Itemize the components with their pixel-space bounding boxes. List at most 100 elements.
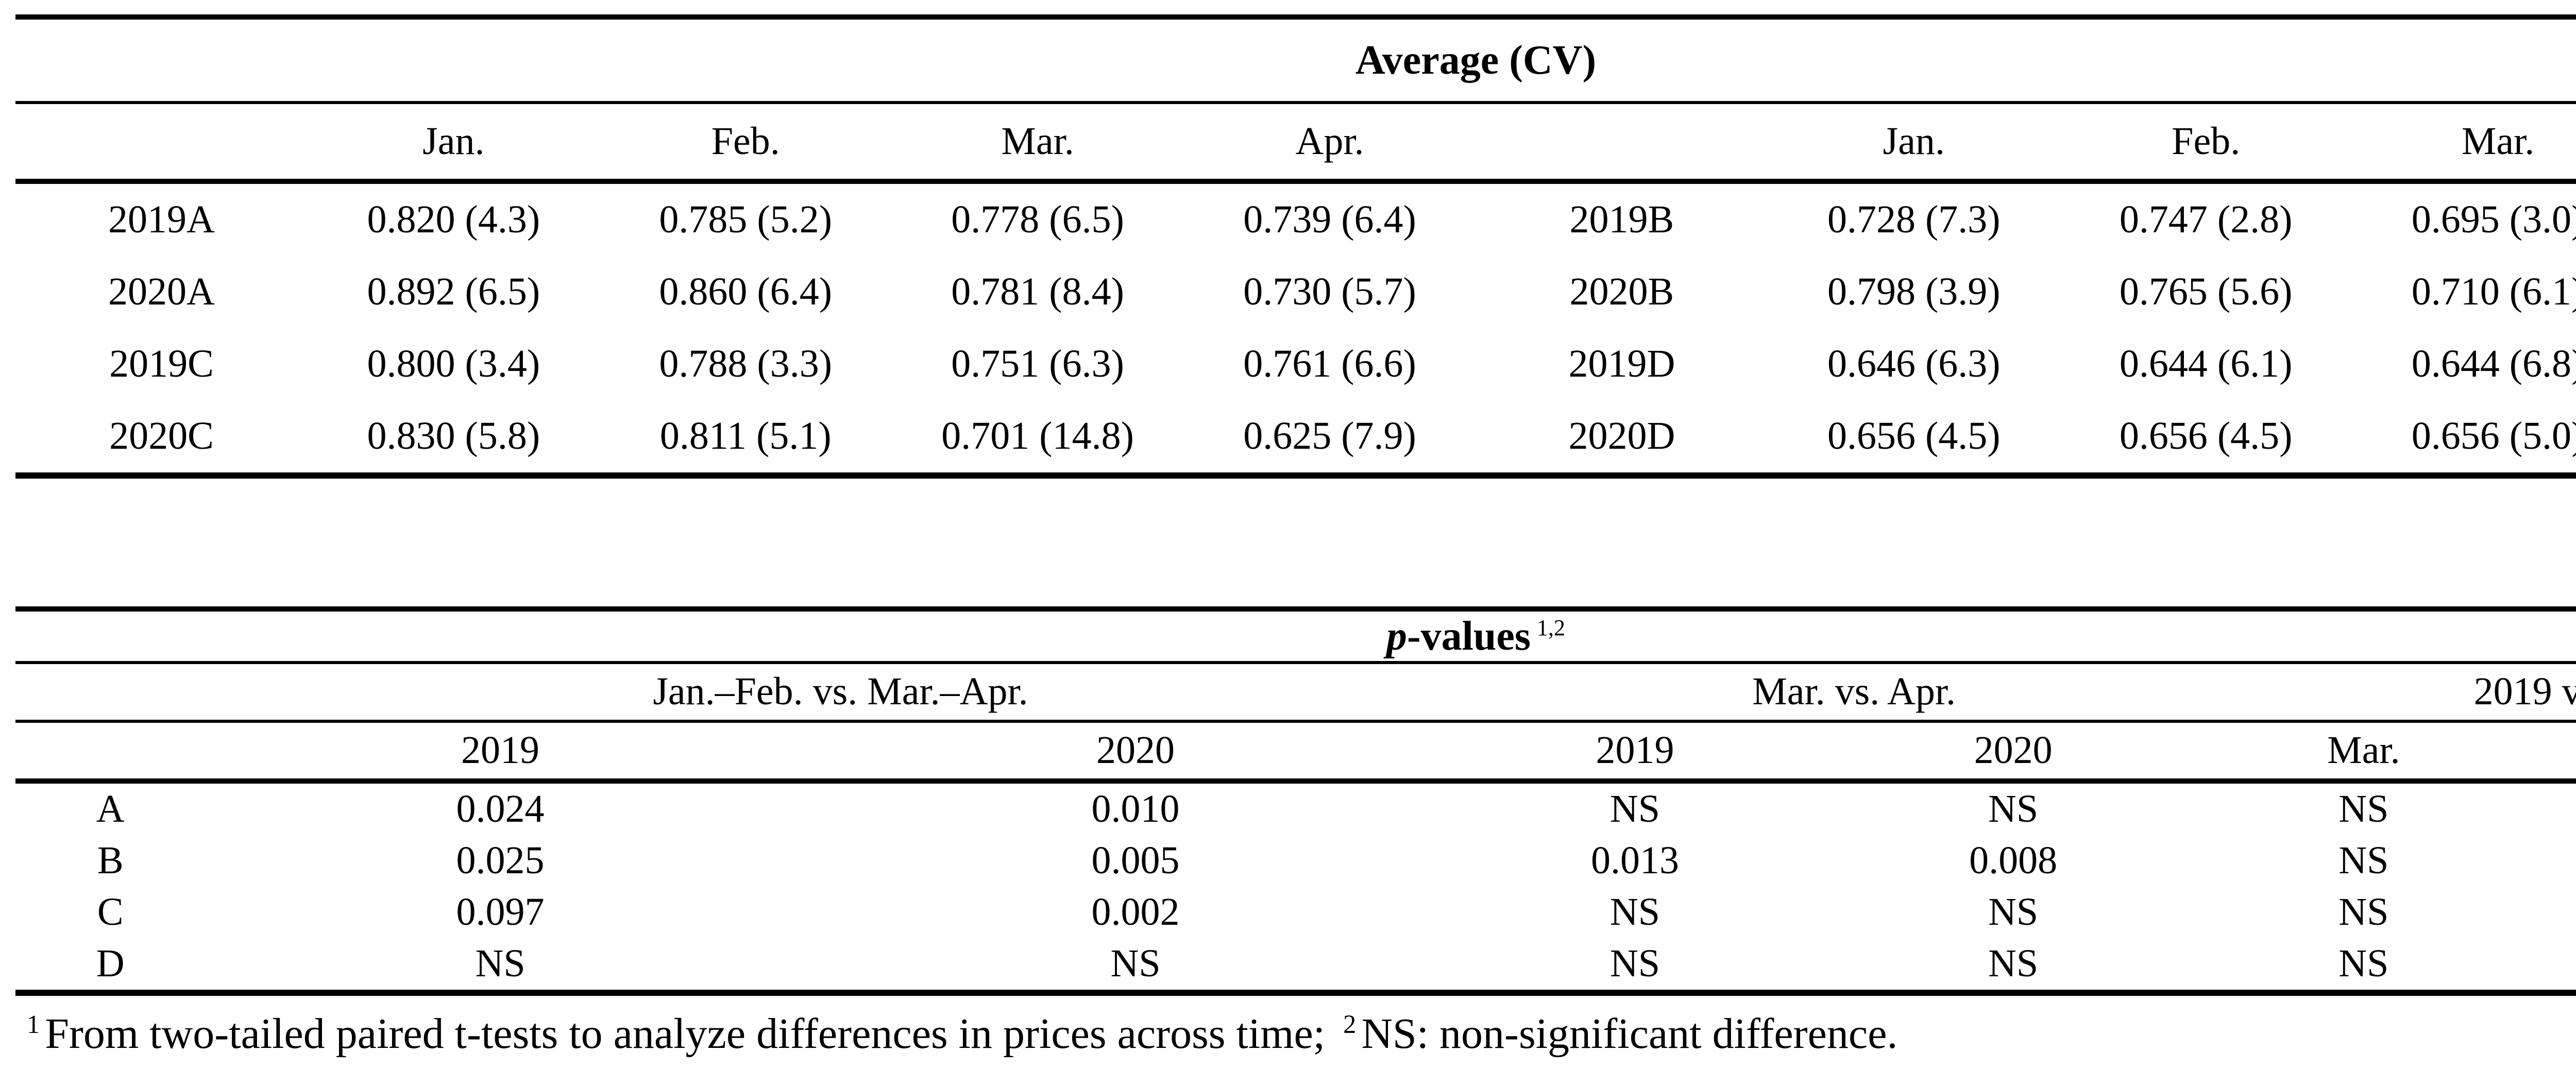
value-cell: NS [2338,839,2389,883]
value-cell: 0.800 (3.4) [367,342,540,386]
empty-cell [15,663,206,723]
value-cell: 0.761 (6.6) [1243,342,1416,386]
empty-cell [1476,103,1768,184]
table-row: 2019A 0.820 (4.3) 0.785 (5.2) 0.778 (6.5… [15,181,2576,256]
table-row: C 0.097 0.002 NS NS NS 0.015 [15,887,2576,938]
column-header: 2020 [795,721,1476,784]
title-p-letter: p [1386,614,1407,659]
column-header: Jan. [1768,103,2060,184]
row-label: D [15,938,206,996]
row-label: 2019C [109,342,214,386]
row-label: 2019A [108,198,215,242]
value-cell: 0.892 (6.5) [367,270,540,314]
value-cell: NS [1988,787,2039,831]
column-header: Mar. [2352,103,2576,184]
row-label: A [96,787,125,831]
value-cell: 0.781 (8.4) [951,270,1124,314]
value-cell: 0.008 [1969,839,2058,883]
column-header: Apr. [1183,103,1476,184]
value-cell: 0.005 [1091,839,1180,883]
row-label: B [97,839,124,883]
value-cell: NS [2232,938,2495,996]
value-cell: 0.765 (5.6) [2119,270,2293,314]
value-cell: NS [2338,890,2389,934]
value-cell: NS [2495,938,2576,996]
table-title: p-values 1,2 [15,606,2576,664]
group-header-row: Jan.–Feb. vs. Mar.–Apr. Mar. vs. Apr. 20… [15,663,2576,723]
value-cell: 0.695 (3.0) [2411,198,2576,242]
value-cell: NS [1609,787,1660,831]
column-header: 2019 [205,721,795,784]
row-label: 2020B [1569,270,1674,314]
table-row: D NS NS NS NS NS NS [15,938,2576,996]
value-cell: 0.747 (2.8) [2119,198,2293,242]
month-header-row: Jan. Feb. Mar. Apr. Jan. Feb. Mar. Apr. [15,103,2576,184]
sub-header-row: 2019 2020 2019 2020 Mar. Apr. [15,721,2576,784]
group-header: Jan.–Feb. vs. Mar.–Apr. [205,663,1476,723]
value-cell: 0.644 (6.8) [2411,342,2576,386]
column-header: 2020 [1794,721,2232,784]
value-cell: NS [2338,787,2389,831]
value-cell: 0.015 [2495,887,2576,938]
value-cell: 0.739 (6.4) [1243,198,1416,242]
value-cell: 0.728 (7.3) [1827,198,2001,242]
value-cell: 0.656 (5.0) [2352,400,2576,479]
row-label: 2019D [1568,342,1675,386]
value-cell: 0.097 [456,890,545,934]
table-row: B 0.025 0.005 0.013 0.008 NS <0.001 [15,835,2576,887]
value-cell: 0.002 [1091,890,1180,934]
value-cell: NS [205,938,795,996]
value-cell: 0.730 (5.7) [1243,270,1416,314]
footnote-marker-2: 2 [1343,1010,1357,1039]
value-cell: 0.088 [2495,781,2576,835]
column-header: Mar. [2232,721,2495,784]
p-values-table: p-values 1,2 Jan.–Feb. vs. Mar.–Apr. Mar.… [15,606,2576,996]
row-label: 2020D [1476,400,1768,479]
value-cell: 0.625 (7.9) [1183,400,1476,479]
value-cell: 0.788 (3.3) [659,342,833,386]
column-header: Feb. [2060,103,2352,184]
value-cell: 0.701 (14.8) [891,400,1184,479]
table-row: A 0.024 0.010 NS NS NS 0.088 [15,781,2576,835]
value-cell: NS [1988,890,2039,934]
group-header: 2019 vs. 2020 [2232,663,2576,723]
value-cell: 0.785 (5.2) [659,198,833,242]
value-cell: 0.646 (6.3) [1827,342,2001,386]
table-row: 2019C 0.800 (3.4) 0.788 (3.3) 0.751 (6.3… [15,328,2576,400]
column-header: Apr. [2495,721,2576,784]
table-title: Average (CV) [15,14,2576,104]
table-row: 2020C 0.830 (5.8) 0.811 (5.1) 0.701 (14.… [15,400,2576,479]
title-text: -values [1407,614,1531,659]
value-cell: 0.656 (4.5) [2060,400,2352,479]
value-cell: 0.778 (6.5) [951,198,1124,242]
value-cell: NS [1609,890,1660,934]
value-cell: 0.811 (5.1) [599,400,892,479]
value-cell: 0.820 (4.3) [367,198,540,242]
table-row: 2020A 0.892 (6.5) 0.860 (6.4) 0.781 (8.4… [15,256,2576,328]
value-cell: 0.860 (6.4) [659,270,833,314]
value-cell: 0.010 [1091,787,1180,831]
title-superscript: 1,2 [1537,615,1565,641]
row-label: C [97,890,124,934]
value-cell: NS [795,938,1476,996]
value-cell: 0.656 (4.5) [1768,400,2060,479]
footnote-text-1: From two-tailed paired t-tests to analyz… [45,1010,1336,1058]
value-cell: 0.710 (6.1) [2411,270,2576,314]
row-label: 2020C [15,400,308,479]
average-cv-table: Average (CV) Jan. Feb. Mar. Apr. Jan. Fe… [15,14,2576,479]
value-cell: 0.025 [456,839,545,883]
value-cell: 0.798 (3.9) [1827,270,2001,314]
value-cell: 0.013 [1590,839,1679,883]
value-cell: 0.024 [456,787,545,831]
column-header: 2019 [1476,721,1794,784]
column-header: Mar. [891,103,1184,184]
empty-cell [15,721,206,784]
value-cell: NS [1794,938,2232,996]
value-cell: 0.644 (6.1) [2119,342,2293,386]
group-header: Mar. vs. Apr. [1476,663,2232,723]
value-cell: 0.751 (6.3) [951,342,1124,386]
column-header: Feb. [599,103,892,184]
table-footnote: 1 From two-tailed paired t-tests to analy… [15,1009,2576,1059]
value-cell: 0.830 (5.8) [307,400,600,479]
